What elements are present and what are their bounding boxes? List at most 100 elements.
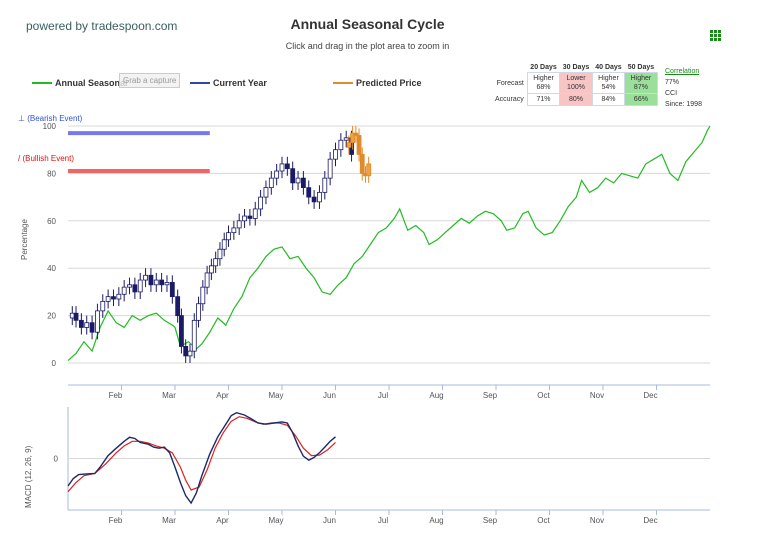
x-tick-label: Feb	[109, 391, 123, 400]
y-tick-label: 40	[47, 264, 56, 273]
current-candle	[78, 319, 84, 328]
current-candle	[311, 196, 317, 203]
y-tick-label: 60	[47, 217, 56, 226]
x-tick-label: May	[268, 391, 283, 400]
correlation-value: 77%	[665, 79, 680, 86]
current-candle	[200, 286, 206, 305]
current-candle	[137, 279, 143, 293]
powered-by-label[interactable]: powered by tradespoon.com	[26, 19, 178, 33]
current-candle	[204, 272, 210, 288]
macd-x-tick-label: Jun	[323, 516, 336, 525]
current-candle	[127, 284, 132, 288]
current-candle	[183, 346, 189, 357]
x-tick-label: Mar	[162, 391, 176, 400]
current-candle	[263, 187, 269, 198]
current-candle	[327, 158, 333, 179]
current-candle	[217, 248, 223, 260]
current-candle	[333, 149, 338, 160]
predicted-candle	[356, 135, 362, 155]
current-candle	[213, 258, 219, 267]
current-candle	[143, 274, 148, 281]
legend-swatch-seasonal	[32, 82, 52, 84]
since-label: Since: 1998	[665, 101, 702, 108]
chart-subtitle: Click and drag in the plot area to zoom …	[285, 41, 450, 51]
current-candle	[317, 191, 322, 203]
chart-title: Annual Seasonal Cycle	[290, 16, 445, 32]
legend-label: Predicted Price	[356, 78, 422, 88]
current-candle	[89, 322, 95, 333]
current-candle	[105, 296, 111, 302]
signal-series-line	[67, 416, 336, 493]
current-candle	[268, 177, 274, 189]
macd-x-tick-label: Aug	[429, 516, 443, 525]
legend-annual-seasonal[interactable]: Annual Seasonal	[32, 78, 128, 88]
current-candle	[258, 196, 264, 210]
macd-x-tick-label: Apr	[216, 516, 229, 525]
legend-label: Current Year	[213, 78, 267, 88]
grid-menu-icon[interactable]	[710, 30, 721, 41]
current-candle	[164, 282, 170, 286]
current-candle	[343, 137, 349, 141]
correlation-panel: Correlation 77% CCI Since: 1998	[665, 66, 702, 110]
current-candle	[231, 227, 237, 234]
x-tick-label: Apr	[216, 391, 229, 400]
current-candle	[300, 177, 306, 189]
y-tick-label: 0	[52, 359, 57, 368]
predicted-candle	[346, 142, 352, 148]
cci-label: CCI	[665, 90, 678, 97]
grab-capture-button[interactable]: Grab a capture	[119, 73, 181, 88]
macd-x-tick-label: Oct	[537, 516, 550, 525]
accuracy-cell: 80%	[559, 93, 593, 106]
legend-current-year[interactable]: Current Year	[190, 78, 267, 88]
macd-x-tick-label: Sep	[483, 516, 498, 525]
forecast-stats-table: 20 Days 30 Days 40 Days 50 Days Forecast…	[492, 63, 658, 106]
current-candle	[322, 177, 328, 193]
current-candle	[221, 239, 227, 250]
legend-swatch-current	[190, 82, 210, 84]
stats-col-header: 50 Days	[627, 64, 655, 71]
y-tick-label: 80	[47, 169, 56, 178]
current-candle	[247, 215, 253, 219]
current-candle	[236, 220, 242, 229]
current-candle	[252, 208, 258, 219]
current-candle	[187, 350, 193, 357]
predicted-candle	[353, 132, 359, 136]
current-candle	[84, 322, 90, 328]
x-tick-label: Nov	[590, 391, 604, 400]
x-tick-label: Dec	[643, 391, 657, 400]
current-candle	[116, 293, 122, 300]
x-tick-label: Jul	[378, 391, 388, 400]
current-candle	[121, 286, 127, 295]
stats-col-header: 20 Days	[530, 64, 557, 71]
forecast-cell: Lower 100%	[559, 72, 593, 94]
current-candle	[226, 232, 231, 241]
macd-x-tick-label: Mar	[162, 516, 176, 525]
current-candle	[100, 300, 106, 312]
accuracy-cell: 66%	[624, 93, 658, 106]
current-candle	[274, 170, 280, 179]
current-candle	[208, 265, 214, 274]
stats-col-header: 40 Days	[595, 64, 622, 71]
current-candle	[279, 163, 285, 172]
current-candle	[295, 177, 301, 184]
macd-x-tick-label: May	[268, 516, 283, 525]
current-candle	[242, 215, 247, 222]
current-candle	[284, 163, 290, 170]
current-candle	[306, 187, 312, 198]
current-candle	[175, 296, 181, 317]
seasonal-series-line	[67, 125, 711, 362]
legend-predicted-price[interactable]: Predicted Price	[333, 78, 422, 88]
current-candle	[132, 284, 138, 293]
macd-tick-label: 0	[54, 455, 59, 464]
current-candle	[153, 279, 159, 286]
bearish-event-label: ⊥ (Bearish Event)	[18, 114, 83, 123]
accuracy-row-label: Accuracy	[495, 96, 524, 103]
correlation-link[interactable]: Correlation	[665, 68, 700, 75]
current-candle	[73, 312, 79, 321]
predicted-candle	[366, 163, 372, 177]
macd-x-tick-label: Jul	[378, 516, 388, 525]
predicted-candle	[350, 132, 356, 143]
current-candle	[179, 315, 184, 347]
x-tick-label: Jun	[323, 391, 336, 400]
